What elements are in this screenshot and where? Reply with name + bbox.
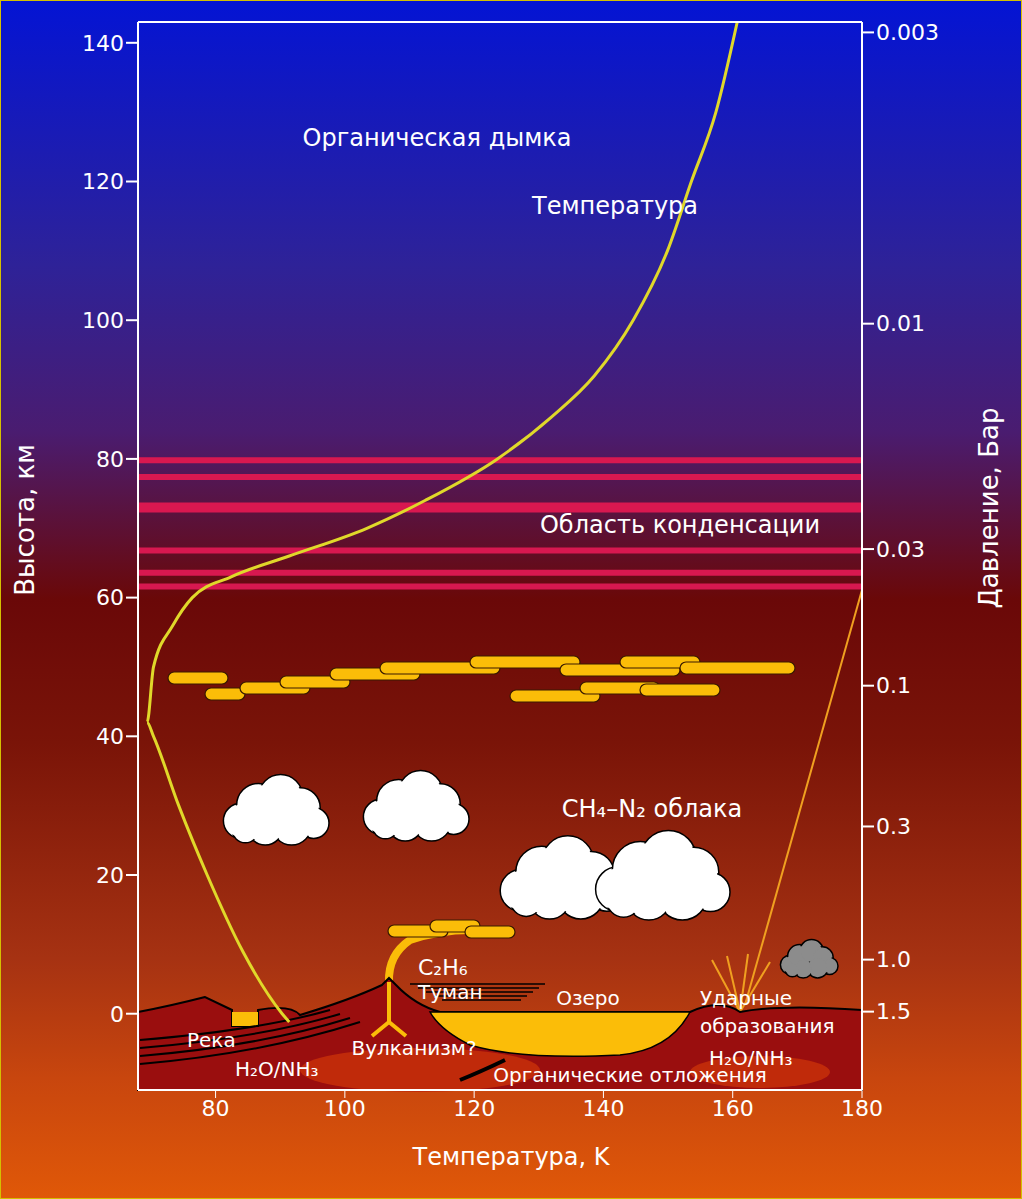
svg-text:Температура: Температура <box>531 192 698 220</box>
svg-text:1.5: 1.5 <box>876 999 911 1024</box>
svg-text:0.3: 0.3 <box>876 814 911 839</box>
svg-text:H₂O/NH₃: H₂O/NH₃ <box>235 1057 319 1081</box>
svg-text:H₂O/NH₃: H₂O/NH₃ <box>709 1046 793 1070</box>
svg-text:Озеро: Озеро <box>556 986 620 1010</box>
svg-text:160: 160 <box>712 1096 754 1121</box>
svg-text:120: 120 <box>82 169 124 194</box>
svg-text:0.01: 0.01 <box>876 311 925 336</box>
svg-text:120: 120 <box>453 1096 495 1121</box>
svg-text:100: 100 <box>82 308 124 333</box>
svg-text:20: 20 <box>96 863 124 888</box>
svg-text:CH₄–N₂ облака: CH₄–N₂ облака <box>562 795 742 823</box>
svg-text:80: 80 <box>202 1096 230 1121</box>
svg-text:80: 80 <box>96 447 124 472</box>
svg-text:0: 0 <box>110 1002 124 1027</box>
svg-text:Высота, км: Высота, км <box>10 444 40 596</box>
svg-text:Река: Река <box>187 1028 236 1052</box>
svg-text:Температура, K: Температура, K <box>411 1143 610 1171</box>
svg-text:Вулканизм?: Вулканизм? <box>351 1036 476 1060</box>
svg-text:Туман: Туман <box>417 980 482 1004</box>
svg-text:140: 140 <box>82 31 124 56</box>
svg-text:Область конденсации: Область конденсации <box>540 511 820 539</box>
svg-text:0.03: 0.03 <box>876 537 925 562</box>
svg-text:C₂H₆: C₂H₆ <box>418 955 468 980</box>
svg-text:60: 60 <box>96 585 124 610</box>
svg-text:180: 180 <box>841 1096 883 1121</box>
svg-text:Органические отложения: Органические отложения <box>493 1063 766 1087</box>
svg-text:40: 40 <box>96 724 124 749</box>
svg-text:Давление, Бар: Давление, Бар <box>974 408 1004 609</box>
svg-text:Ударныеобразования: Ударныеобразования <box>700 986 835 1038</box>
svg-text:140: 140 <box>582 1096 624 1121</box>
svg-text:0.1: 0.1 <box>876 673 911 698</box>
svg-text:1.0: 1.0 <box>876 947 911 972</box>
svg-text:100: 100 <box>324 1096 366 1121</box>
svg-text:Органическая дымка: Органическая дымка <box>303 124 572 152</box>
svg-text:0.003: 0.003 <box>876 20 939 45</box>
